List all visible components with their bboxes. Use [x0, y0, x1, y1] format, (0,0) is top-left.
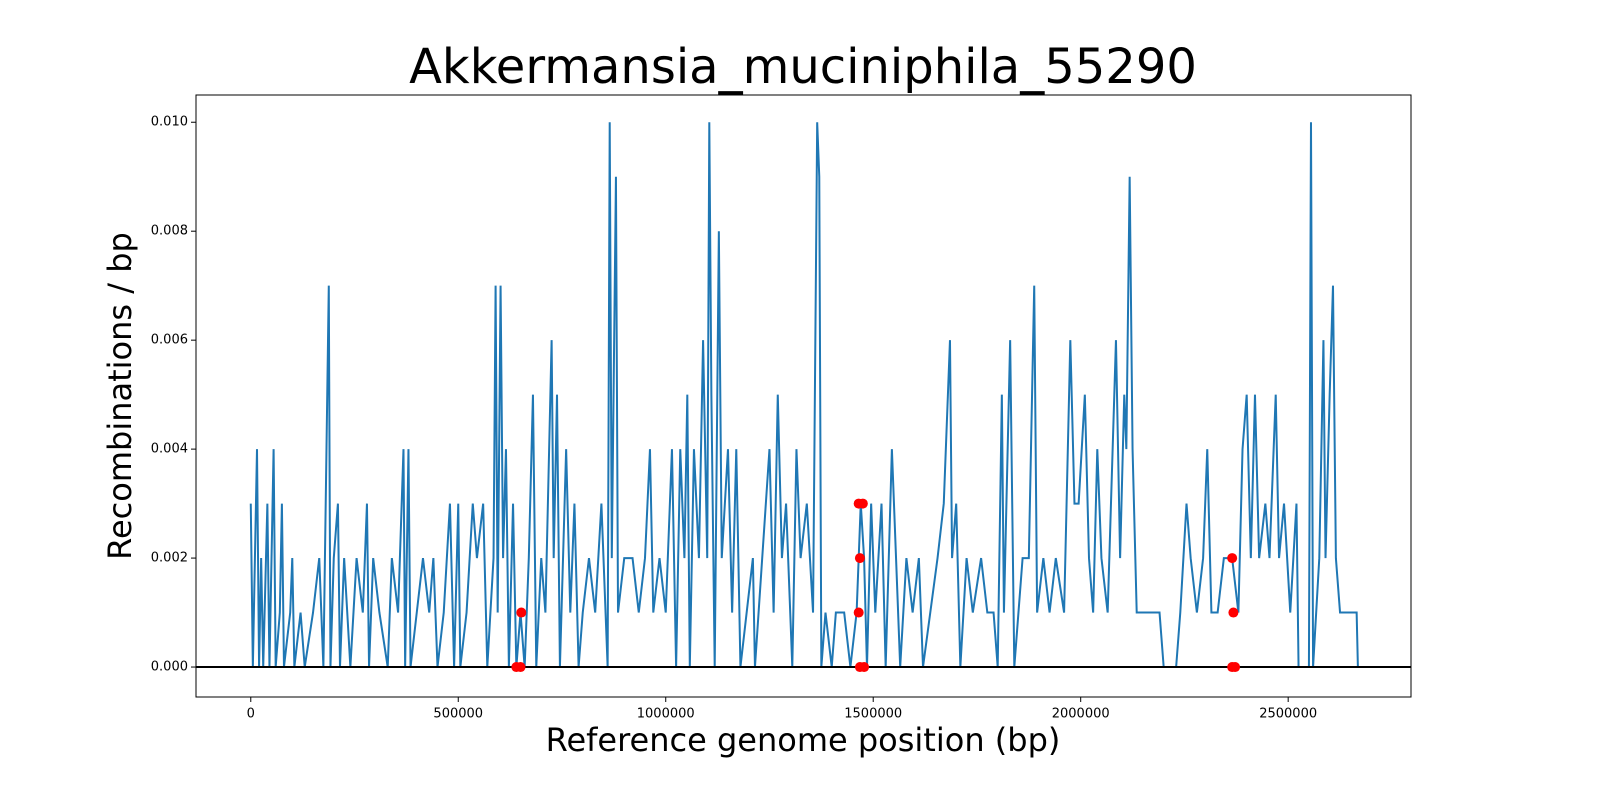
y-tick-label: 0.008 — [151, 224, 188, 239]
x-axis-label: Reference genome position (bp) — [546, 721, 1061, 759]
data-point — [857, 498, 868, 509]
chart-title: Akkermansia_muciniphila_55290 — [409, 39, 1197, 95]
x-tick-label: 500000 — [433, 707, 483, 722]
x-tick-label: 2500000 — [1259, 707, 1317, 722]
y-tick-label: 0.006 — [151, 333, 188, 348]
y-tick-label: 0.010 — [151, 115, 188, 130]
data-point — [515, 662, 526, 673]
data-point — [516, 607, 527, 618]
y-axis-label: Recombinations / bp — [101, 232, 139, 560]
plot-frame — [195, 94, 1412, 698]
x-tick-label: 2000000 — [1052, 707, 1110, 722]
x-tick-label: 0 — [247, 707, 255, 722]
data-line — [249, 122, 1359, 669]
data-point — [1227, 553, 1238, 564]
data-point — [1230, 662, 1241, 673]
data-point — [854, 553, 865, 564]
y-tick-label: 0.000 — [151, 660, 188, 675]
data-point — [859, 662, 870, 673]
y-tick-label: 0.004 — [151, 442, 188, 457]
data-point — [1228, 607, 1239, 618]
x-tick-label: 1000000 — [637, 707, 695, 722]
data-point — [853, 607, 864, 618]
x-tick-label: 1500000 — [844, 707, 902, 722]
y-tick-label: 0.002 — [151, 551, 188, 566]
